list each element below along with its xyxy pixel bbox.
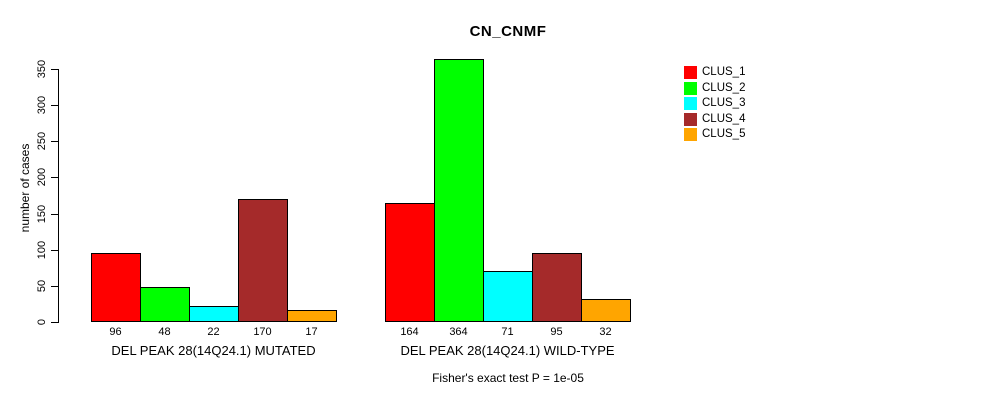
legend-item: CLUS_5 <box>684 128 745 141</box>
bar-clus_2 <box>140 287 190 322</box>
y-axis-tick <box>51 69 58 70</box>
chart-title: CN_CNMF <box>469 23 547 40</box>
y-axis-tick-label: 300 <box>36 95 48 115</box>
y-axis-tick-label: 150 <box>36 204 48 224</box>
y-axis-line <box>58 69 59 323</box>
bar-clus_5 <box>287 310 337 322</box>
y-axis-label: number of cases <box>18 143 32 233</box>
group-label: DEL PEAK 28(14Q24.1) MUTATED <box>111 343 316 358</box>
y-axis-tick-label: 100 <box>36 240 48 260</box>
bar-clus_4 <box>238 199 288 322</box>
legend-swatch-clus_5 <box>684 128 697 141</box>
y-axis-tick-label: 200 <box>36 167 48 187</box>
legend-swatch-clus_1 <box>684 66 697 79</box>
bar-clus_5 <box>581 299 631 322</box>
bar-value-label: 22 <box>207 326 220 338</box>
y-axis-tick-label: 0 <box>36 318 48 326</box>
legend-swatch-clus_2 <box>684 81 697 95</box>
bar-value-label: 164 <box>400 326 419 338</box>
legend-swatch-clus_3 <box>684 97 697 110</box>
y-axis-tick-label: 250 <box>36 131 48 151</box>
bar-value-label: 48 <box>158 326 171 338</box>
bar-clus_4 <box>532 253 582 322</box>
bar-value-label: 17 <box>305 326 318 338</box>
y-axis-tick <box>51 214 58 215</box>
y-axis-tick <box>51 250 58 251</box>
legend-label: CLUS_3 <box>702 97 746 109</box>
group-label: DEL PEAK 28(14Q24.1) WILD-TYPE <box>400 343 615 358</box>
legend-label: CLUS_5 <box>702 128 746 140</box>
y-axis-tick <box>51 105 58 106</box>
legend-item: CLUS_4 <box>684 112 746 126</box>
legend: CLUS_1 CLUS_2 CLUS_3 CLUS_4 CLUS_5 <box>684 66 745 144</box>
legend-label: CLUS_4 <box>702 112 746 125</box>
bar-clus_1 <box>91 253 141 322</box>
bar-clus_3 <box>483 271 533 322</box>
y-axis-tick-label: 350 <box>36 59 48 79</box>
legend-label: CLUS_1 <box>702 66 746 78</box>
legend-item: CLUS_2 <box>684 81 746 95</box>
bar-value-label: 95 <box>550 326 563 338</box>
bar-clus_2 <box>434 59 484 322</box>
bar-clus_1 <box>385 203 435 322</box>
y-axis-tick <box>51 141 58 142</box>
y-axis-tick-label: 50 <box>36 279 48 293</box>
y-axis-tick <box>51 177 58 178</box>
bar-value-label: 71 <box>501 326 514 338</box>
legend-item: CLUS_3 <box>684 97 745 110</box>
legend-label: CLUS_2 <box>702 81 746 94</box>
bar-value-label: 170 <box>253 326 272 338</box>
y-axis-tick <box>51 286 58 287</box>
fisher-test-annotation: Fisher's exact test P = 1e-05 <box>432 371 584 385</box>
legend-item: CLUS_1 <box>684 66 745 79</box>
bar-value-label: 364 <box>449 326 468 338</box>
y-axis-tick <box>51 322 58 323</box>
bar-value-label: 96 <box>109 326 122 338</box>
legend-swatch-clus_4 <box>684 112 697 126</box>
bar-value-label: 32 <box>599 326 612 338</box>
bar-clus_3 <box>189 306 239 322</box>
